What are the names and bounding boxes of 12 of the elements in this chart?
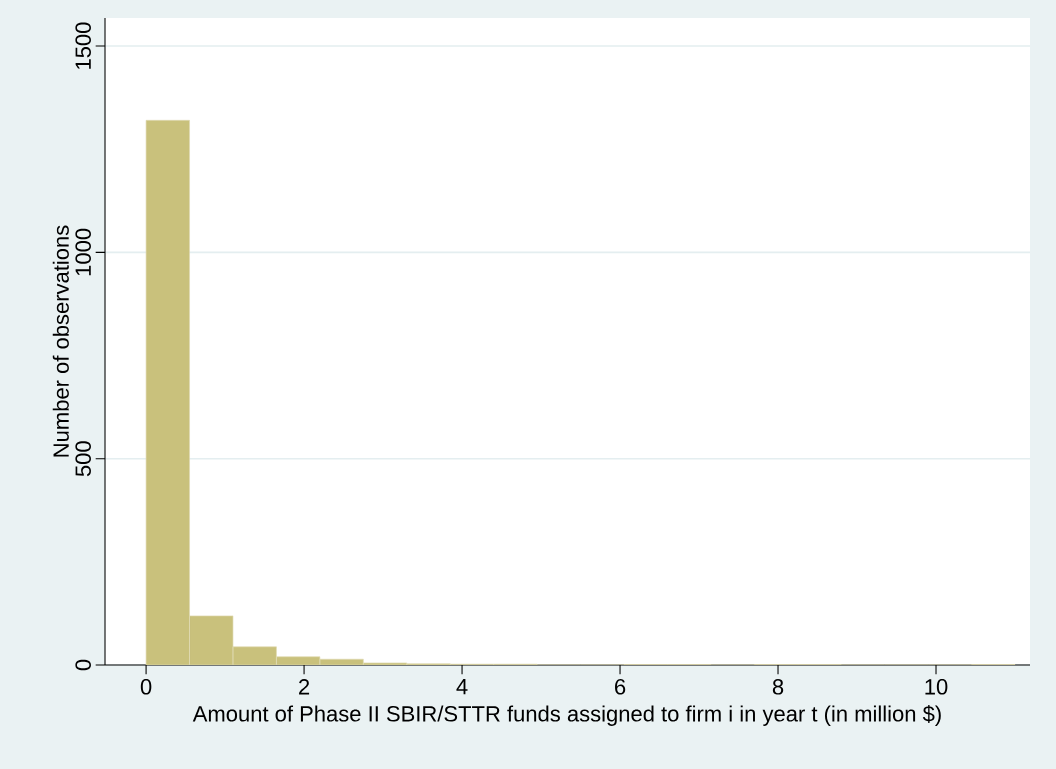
y-axis-title: Number of observations <box>52 225 69 457</box>
x-tick-label: 2 <box>299 679 310 695</box>
x-axis-title: Amount of Phase II SBIR/STTR funds assigned to firm i in year t (in million $) <box>192 705 941 726</box>
y-tick-label: 1000 <box>75 228 91 276</box>
y-tick-label: 0 <box>75 659 91 671</box>
y-tick-label: 1500 <box>75 22 91 69</box>
y-tick-label: 500 <box>75 441 91 477</box>
x-tick-label: 10 <box>925 679 948 695</box>
x-tick-label: 4 <box>456 679 468 695</box>
x-tick-label: 6 <box>615 679 626 695</box>
x-tick-label: 0 <box>140 679 152 695</box>
x-tick-label: 8 <box>772 679 784 695</box>
